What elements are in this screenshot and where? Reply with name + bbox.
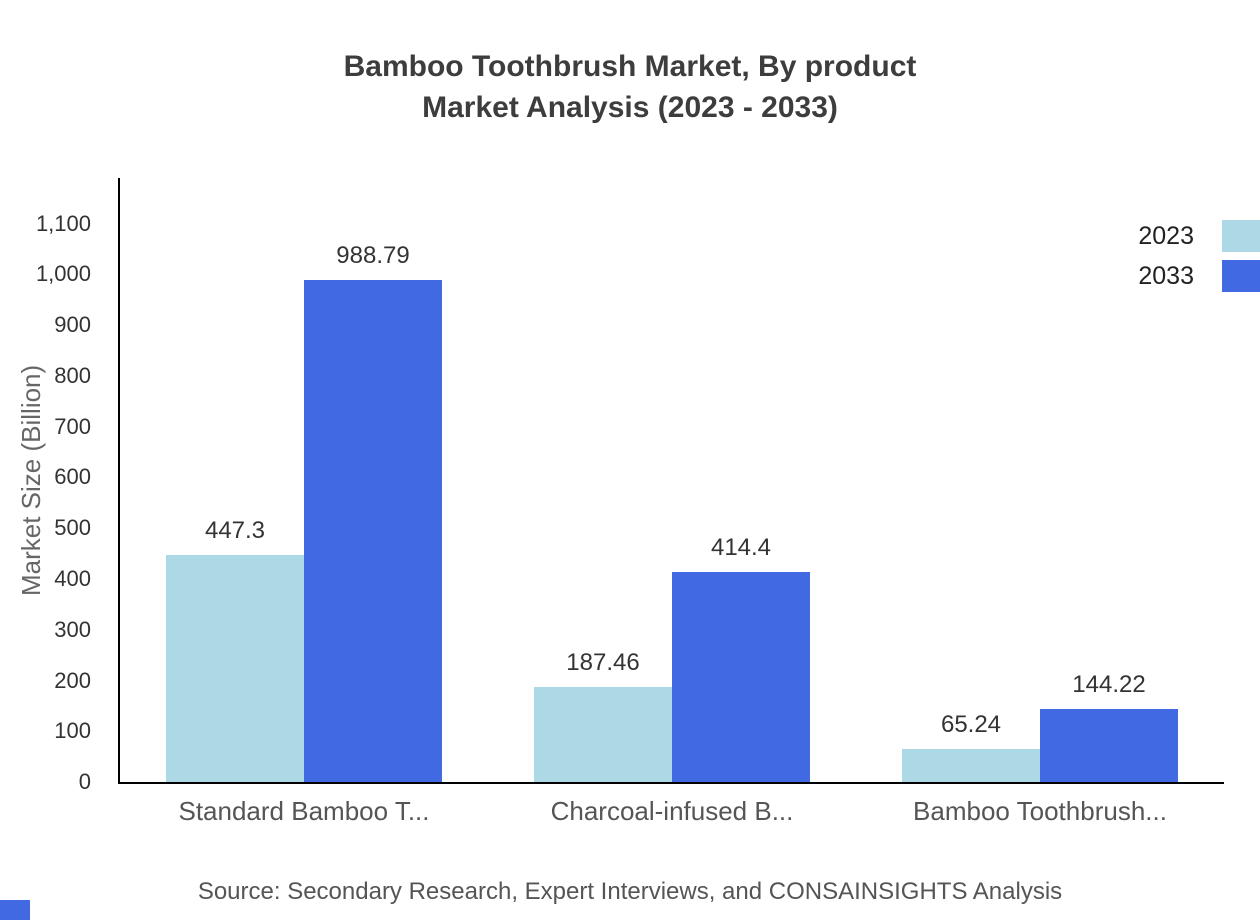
bar-pair: 447.3 988.79 bbox=[120, 178, 488, 782]
bar-slot: 187.46 bbox=[534, 178, 672, 782]
value-label: 65.24 bbox=[940, 710, 1002, 738]
category-label: Charcoal-infused B... bbox=[550, 796, 794, 826]
value-label: 988.79 bbox=[336, 242, 410, 270]
bar-2033-3 bbox=[1040, 708, 1178, 782]
bar-slot: 988.79 bbox=[304, 178, 442, 782]
bar-groups: 447.3 988.79 Standard Bamboo T... 187.46 414… bbox=[120, 178, 1224, 826]
bar-pair: 187.46 414.4 bbox=[488, 178, 856, 782]
y-tick-label: 1,000 bbox=[35, 261, 91, 287]
value-label: 447.3 bbox=[204, 516, 266, 544]
y-tick-label: 800 bbox=[54, 362, 91, 388]
value-label: 414.4 bbox=[710, 533, 772, 561]
legend-swatch bbox=[1222, 220, 1260, 252]
bar-2033-2 bbox=[672, 571, 810, 782]
bar-slot: 144.22 bbox=[1040, 178, 1178, 782]
y-tick-label: 1,100 bbox=[35, 210, 91, 236]
y-tick-label: 400 bbox=[54, 565, 91, 591]
y-axis-ticks: 0 100 200 300 400 500 600 700 800 900 1,000 1,100 bbox=[2, 178, 106, 794]
y-tick-label: 500 bbox=[54, 515, 91, 541]
legend-item: 2033 bbox=[1138, 260, 1260, 292]
legend-swatch bbox=[1222, 260, 1260, 292]
category-label: Bamboo Toothbrush... bbox=[913, 796, 1167, 826]
y-tick-label: 200 bbox=[54, 667, 91, 693]
bar-slot: 65.24 bbox=[902, 178, 1040, 782]
legend: 2023 2033 bbox=[1138, 220, 1260, 292]
y-tick-label: 0 bbox=[78, 769, 91, 794]
bar-2023-1 bbox=[166, 554, 304, 782]
legend-label: 2033 bbox=[1138, 261, 1194, 290]
chart-title: Bamboo Toothbrush Market, By product Mar… bbox=[0, 46, 1260, 128]
bar-group: 65.24 144.22 Bamboo Toothbrush... bbox=[856, 178, 1224, 826]
y-tick-label: 300 bbox=[54, 616, 91, 642]
bottom-left-accent bbox=[0, 900, 30, 920]
chart-title-line-1: Bamboo Toothbrush Market, By product bbox=[343, 50, 917, 83]
bar-pair: 65.24 144.22 bbox=[856, 178, 1224, 782]
y-tick-label: 700 bbox=[54, 413, 91, 439]
bar-slot: 414.4 bbox=[672, 178, 810, 782]
bar-2033-1 bbox=[304, 280, 442, 782]
y-tick-label: 900 bbox=[54, 312, 91, 338]
value-label: 187.46 bbox=[566, 648, 640, 676]
bar-group: 447.3 988.79 Standard Bamboo T... bbox=[120, 178, 488, 826]
chart-title-line-2: Market Analysis (2023 - 2033) bbox=[422, 91, 838, 124]
y-tick-label: 100 bbox=[54, 718, 91, 744]
legend-label: 2023 bbox=[1138, 221, 1194, 250]
value-label: 144.22 bbox=[1072, 670, 1146, 698]
source-note: Source: Secondary Research, Expert Inter… bbox=[197, 878, 1063, 905]
bar-slot: 447.3 bbox=[166, 178, 304, 782]
y-tick-label: 600 bbox=[54, 464, 91, 490]
bar-2023-3 bbox=[902, 748, 1040, 782]
category-label: Standard Bamboo T... bbox=[178, 796, 430, 826]
bar-group: 187.46 414.4 Charcoal-infused B... bbox=[488, 178, 856, 826]
plot-area: 0 100 200 300 400 500 600 700 800 900 1,000 1,100 4… bbox=[36, 178, 1224, 826]
bar-2023-2 bbox=[534, 686, 672, 782]
legend-item: 2023 bbox=[1138, 220, 1260, 252]
